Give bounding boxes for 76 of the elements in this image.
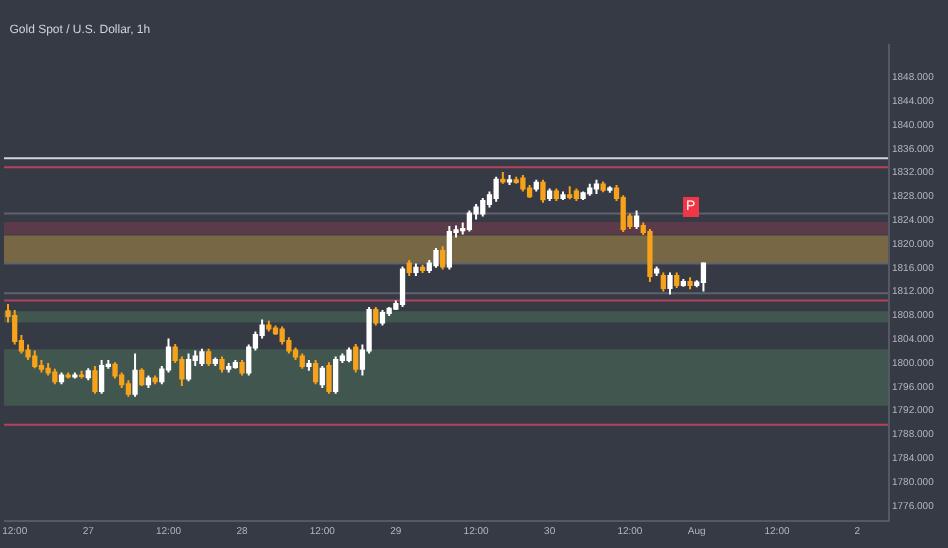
candlestick <box>446 225 452 271</box>
candlestick <box>480 197 486 218</box>
candlestick <box>560 190 566 201</box>
candlestick <box>413 262 419 278</box>
candlestick <box>466 209 473 233</box>
candlestick <box>65 371 71 380</box>
candlestick <box>226 361 232 374</box>
candlestick <box>533 178 539 193</box>
candlestick <box>440 245 446 271</box>
candlestick <box>433 247 439 269</box>
candlestick <box>633 209 640 231</box>
candlestick <box>687 276 693 291</box>
candlestick <box>567 185 573 201</box>
candlestick <box>573 187 580 203</box>
candlestick <box>25 343 31 361</box>
candlestick <box>239 358 245 377</box>
candlestick <box>52 367 58 386</box>
candlestick <box>346 346 352 364</box>
candlestick <box>85 367 91 382</box>
candlestick <box>272 324 279 336</box>
candlestick <box>520 173 526 193</box>
candlestick <box>98 358 105 395</box>
candlestick <box>654 265 660 278</box>
candlestick <box>700 261 707 293</box>
candlestick <box>132 352 138 398</box>
candlestick <box>406 258 412 278</box>
candlestick <box>12 308 18 346</box>
candlestick <box>152 374 158 386</box>
candlestick <box>399 265 406 308</box>
candlestick <box>580 190 586 201</box>
candlestick <box>306 358 312 372</box>
candlestick <box>45 361 51 377</box>
candlestick <box>647 228 653 283</box>
candlestick <box>540 178 546 204</box>
candlestick <box>593 178 600 195</box>
candlestick <box>38 358 45 374</box>
candlestick <box>232 358 238 370</box>
candlestick <box>600 180 606 194</box>
candlestick <box>32 349 38 370</box>
candlestick <box>112 361 118 380</box>
candlestick <box>500 170 506 185</box>
candlestick <box>78 369 85 380</box>
candlestick <box>199 347 205 367</box>
candlestick <box>353 342 359 374</box>
candlestick <box>680 278 687 288</box>
candlestick <box>312 358 319 386</box>
candlestick <box>386 305 392 317</box>
candlestick <box>92 364 98 395</box>
candlestick <box>587 182 593 197</box>
candlestick <box>219 355 225 374</box>
candlestick <box>547 187 553 203</box>
candlestick <box>419 263 426 275</box>
candlestick <box>326 361 332 395</box>
candlestick <box>674 271 680 289</box>
candlestick <box>379 308 386 327</box>
candlestick <box>607 185 613 194</box>
candlestick <box>185 352 192 383</box>
candlestick <box>660 271 666 293</box>
candlestick <box>667 271 673 296</box>
candlestick <box>72 371 78 380</box>
candlestick <box>513 175 519 185</box>
candlestick <box>493 175 499 203</box>
candlestick <box>205 347 212 367</box>
candlestick <box>319 364 325 389</box>
candlestick <box>212 356 218 367</box>
candlestick <box>553 187 559 203</box>
candlestick <box>58 371 65 386</box>
candlestick <box>506 173 513 187</box>
candlestick <box>299 352 305 370</box>
candlestick <box>333 355 339 395</box>
candlestick <box>145 374 152 389</box>
candlestick <box>139 367 145 388</box>
candlestick <box>373 305 379 327</box>
candlestick <box>279 325 285 346</box>
candlestick <box>266 319 272 333</box>
candlestick <box>125 379 132 398</box>
